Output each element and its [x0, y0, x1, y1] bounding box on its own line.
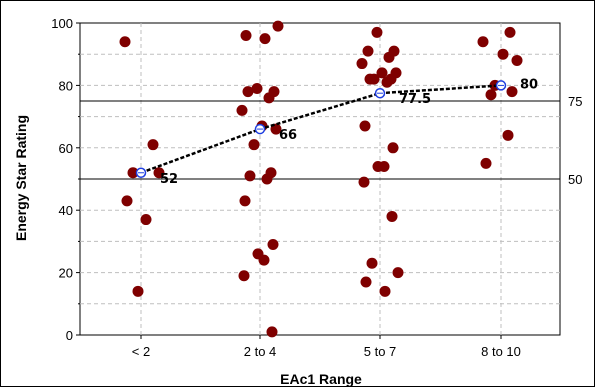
data-point [378, 161, 390, 173]
data-point [153, 167, 165, 179]
data-point [239, 195, 251, 207]
mean-value-label: 80 [520, 77, 538, 92]
reference-line-label: 75 [568, 94, 582, 109]
data-point [259, 33, 271, 45]
data-point [127, 167, 139, 179]
data-point [511, 54, 523, 66]
data-point [506, 86, 518, 98]
data-point [244, 170, 256, 182]
data-point [263, 92, 275, 104]
data-point [272, 20, 284, 32]
data-point [251, 83, 263, 95]
data-point [504, 26, 516, 38]
y-tick-label: 100 [51, 16, 73, 31]
data-point [376, 67, 388, 79]
data-point [371, 26, 383, 38]
data-point [387, 142, 399, 154]
data-point [132, 285, 144, 297]
data-points [119, 20, 523, 338]
data-point [266, 326, 278, 338]
y-tick-label: 0 [66, 328, 73, 343]
mean-trend-line [140, 84, 502, 174]
y-tick-label: 40 [59, 203, 73, 218]
data-point [497, 48, 509, 60]
x-axis-title: EAc1 Range [280, 371, 362, 387]
data-point [485, 89, 497, 101]
data-point [366, 257, 378, 269]
data-point [240, 29, 252, 41]
x-tick-label: 2 to 4 [244, 344, 277, 359]
x-tick-label: 5 to 7 [364, 344, 397, 359]
data-point [140, 214, 152, 226]
data-point [258, 254, 270, 266]
data-point [119, 36, 131, 48]
data-point [359, 120, 371, 132]
data-point [379, 285, 391, 297]
data-point [480, 157, 492, 169]
y-tick-label: 60 [59, 141, 73, 156]
data-point [477, 36, 489, 48]
reference-lines: 75 50 [80, 94, 582, 187]
data-point [383, 51, 395, 63]
data-point [356, 58, 368, 70]
data-point [121, 195, 133, 207]
data-point [238, 270, 250, 282]
data-point [364, 73, 376, 85]
data-point [242, 86, 254, 98]
x-tick-label: 8 to 10 [481, 344, 521, 359]
data-point [267, 239, 279, 251]
x-tick-label: < 2 [132, 344, 150, 359]
data-point [502, 129, 514, 141]
axes: 0 20 40 60 80 100 < 2 2 to 4 5 to 7 8 to 10 [51, 16, 521, 359]
mean-value-label: 77.5 [399, 92, 431, 107]
y-tick-label: 80 [59, 78, 73, 93]
mean-value-label: 66 [279, 128, 297, 143]
data-point [362, 45, 374, 57]
y-axis-title: Energy Star Rating [13, 115, 29, 241]
data-point [386, 210, 398, 222]
mean-line: 52 66 77.5 80 [135, 77, 538, 187]
data-point [236, 104, 248, 116]
mean-value-label: 52 [160, 172, 178, 187]
data-point [248, 139, 260, 151]
data-point [147, 139, 159, 151]
data-point [392, 267, 404, 279]
data-point [381, 76, 393, 88]
reference-line-label: 50 [568, 172, 582, 187]
data-point [358, 176, 370, 188]
data-point [261, 173, 273, 185]
y-tick-label: 20 [59, 266, 73, 281]
data-point [360, 276, 372, 288]
